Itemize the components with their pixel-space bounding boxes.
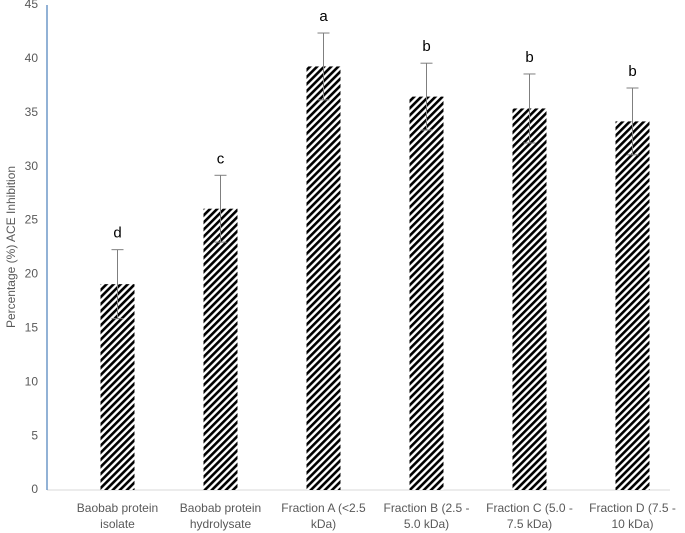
y-tick-label: 0: [31, 482, 38, 496]
y-tick-label: 35: [25, 105, 39, 119]
bar: [203, 208, 238, 490]
significance-letter: a: [319, 8, 328, 25]
bar: [306, 66, 341, 490]
x-tick-label: Baobab protein hydrolysate: [179, 501, 262, 531]
significance-letter: b: [525, 49, 533, 66]
y-tick-label: 15: [25, 321, 39, 335]
significance-letter: b: [628, 63, 636, 80]
y-tick-label: 10: [25, 374, 39, 388]
x-tick-label: Fraction C (5.0 - 7.5 kDa): [486, 501, 573, 531]
y-tick-label: 25: [25, 213, 39, 227]
y-tick-label: 20: [25, 267, 39, 281]
x-tick-label: Fraction B (2.5 - 5.0 kDa): [383, 501, 470, 531]
bar: [512, 108, 547, 490]
y-tick-label: 40: [25, 51, 39, 65]
x-tick-label: Fraction A (<2.5 kDa): [281, 501, 366, 531]
x-tick-label: Fraction D (7.5 - 10 kDa): [589, 501, 676, 531]
bar: [409, 96, 444, 490]
significance-letter: c: [217, 150, 225, 167]
y-tick-label: 30: [25, 159, 39, 173]
x-tick-label: Baobab protein isolate: [76, 501, 159, 531]
bar: [615, 121, 650, 491]
y-tick-label: 45: [25, 0, 39, 11]
significance-letter: b: [422, 38, 430, 55]
significance-letter: d: [113, 225, 121, 242]
y-tick-label: 5: [31, 428, 38, 442]
y-axis-label: Percentage (%) ACE Inhibition: [4, 166, 18, 328]
